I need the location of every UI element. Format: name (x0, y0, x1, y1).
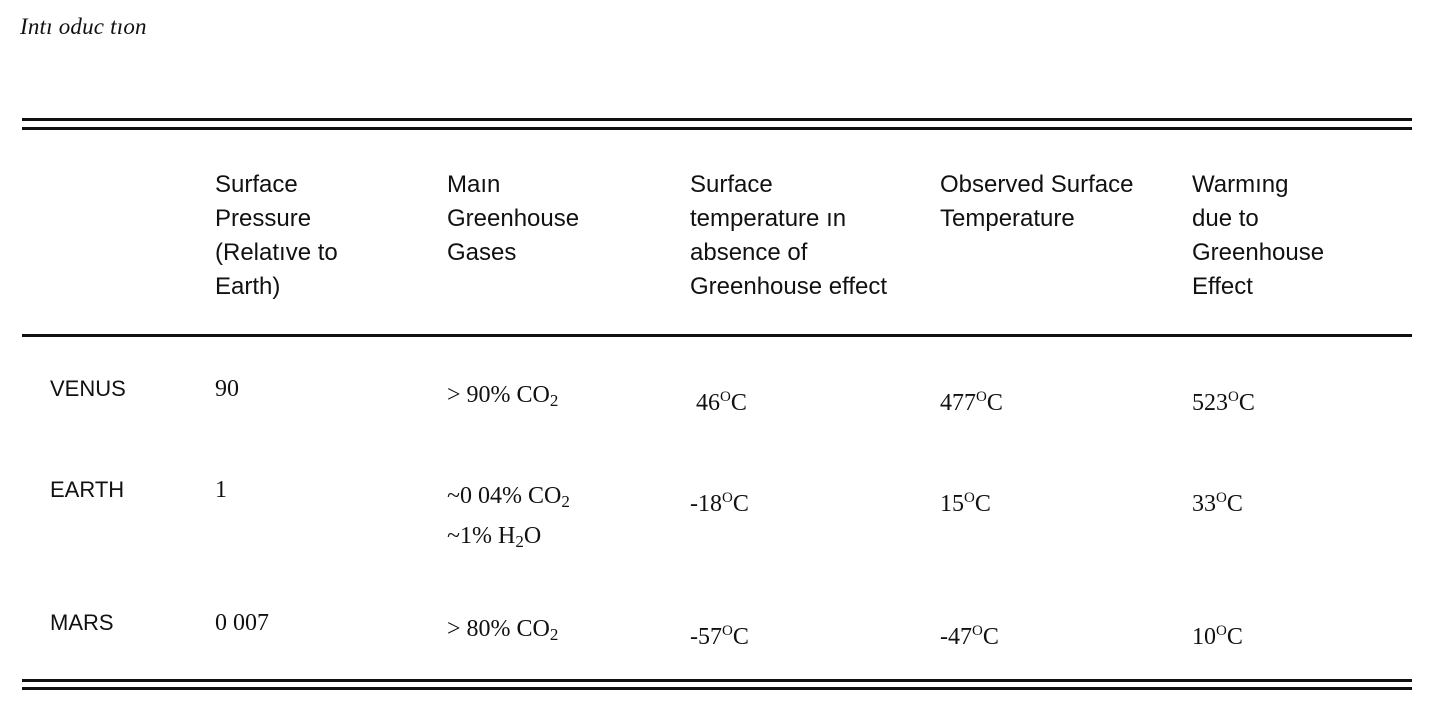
degree-mark: O (964, 490, 975, 506)
cell-pressure-earth: 1 (215, 477, 227, 503)
gas-text-suffix: O (523, 523, 542, 549)
temp-value: 15 (940, 491, 964, 517)
temp-unit: C (986, 390, 1003, 416)
temp-unit: C (730, 390, 747, 416)
temp-unit: C (732, 624, 749, 650)
degree-mark: O (1228, 389, 1239, 405)
gas-line: > 80% CO2 (447, 612, 558, 652)
gas-subscript: 2 (561, 492, 570, 511)
gas-line: > 90% CO2 (447, 378, 558, 418)
header-line: Surface (215, 171, 298, 198)
temp-unit: C (1226, 624, 1243, 650)
column-header-warming: Warmıng due to Greenhouse Effect (1192, 168, 1324, 304)
gas-text: > 90% CO (447, 382, 550, 408)
header-line: Pressure (215, 205, 312, 232)
row-label-earth: EARTH (50, 477, 125, 502)
temp-unit: C (982, 624, 999, 650)
header-line: Maın (447, 171, 501, 198)
table-bottom-rule-1 (22, 679, 1412, 682)
degree-mark: O (1216, 623, 1227, 639)
table-bottom-rule-2 (22, 687, 1412, 690)
gas-text: > 80% CO (447, 616, 550, 642)
header-line: Temperature (940, 205, 1075, 232)
cell-temp-absent-mars: -57OC (690, 614, 749, 654)
column-header-surface-pressure: Surface Pressure (Relatıve to Earth) (215, 168, 338, 304)
column-header-main-gases: Maın Greenhouse Gases (447, 168, 579, 270)
header-line: absence of (690, 239, 808, 266)
header-line: temperature ın (690, 205, 847, 232)
temp-value: 10 (1192, 624, 1216, 650)
header-line: Warmıng (1192, 171, 1289, 198)
temp-unit: C (1226, 491, 1243, 517)
temp-value: 33 (1192, 491, 1216, 517)
column-header-observed-temp: Observed Surface Temperature (940, 168, 1133, 236)
degree-mark: O (720, 389, 731, 405)
temp-value: -57 (690, 624, 722, 650)
header-line: Greenhouse (1192, 239, 1325, 266)
header-line: Earth) (215, 273, 281, 300)
section-header: Intı oduc tıon (20, 14, 147, 39)
table-top-rule-2 (22, 127, 1412, 130)
degree-mark: O (972, 623, 983, 639)
cell-temp-absent-earth: -18OC (690, 481, 749, 521)
column-header-temp-absent: Surface temperature ın absence of Greenh… (690, 168, 887, 304)
temp-value: 46 (690, 390, 720, 416)
temp-value: 523 (1192, 390, 1228, 416)
temp-value: -47 (940, 624, 972, 650)
temp-unit: C (974, 491, 991, 517)
cell-temp-absent-venus: 46OC (690, 380, 747, 420)
cell-temp-observed-mars: -47OC (940, 614, 999, 654)
gas-subscript: 2 (549, 391, 559, 410)
gas-text: ~0 04% CO (447, 483, 562, 509)
header-divider-rule (22, 334, 1412, 337)
gas-line: ~0 04% CO2 (447, 479, 570, 519)
degree-mark: O (722, 623, 733, 639)
header-line: Effect (1192, 273, 1253, 300)
header-line: Surface (690, 171, 773, 198)
temp-value: 477 (940, 390, 976, 416)
header-line: (Relatıve to (215, 239, 338, 266)
gas-subscript: 2 (549, 625, 559, 644)
row-label-venus: VENUS (50, 376, 126, 401)
header-line: Greenhouse effect (690, 273, 888, 300)
degree-mark: O (1216, 490, 1227, 506)
degree-mark: O (722, 490, 733, 506)
cell-warming-mars: 10OC (1192, 614, 1243, 654)
gas-subscript: 2 (515, 532, 524, 551)
cell-pressure-mars: 0 007 (215, 610, 269, 636)
temp-value: -18 (690, 491, 722, 517)
header-line: Greenhouse (447, 205, 580, 232)
header-line: Gases (447, 239, 517, 266)
temp-unit: C (1238, 390, 1255, 416)
cell-temp-observed-venus: 477OC (940, 380, 1003, 420)
row-label-mars: MARS (50, 610, 114, 635)
gas-text: ~1% H (447, 523, 516, 549)
header-line: Observed Surface (940, 171, 1134, 198)
cell-gases-mars: > 80% CO2 (447, 612, 558, 652)
table-top-rule-1 (22, 118, 1412, 121)
cell-pressure-venus: 90 (215, 376, 239, 402)
cell-temp-observed-earth: 15OC (940, 481, 991, 521)
cell-gases-earth: ~0 04% CO2 ~1% H2O (447, 479, 570, 559)
gas-line: ~1% H2O (447, 519, 570, 559)
degree-mark: O (976, 389, 987, 405)
cell-gases-venus: > 90% CO2 (447, 378, 558, 418)
cell-warming-venus: 523OC (1192, 380, 1255, 420)
cell-warming-earth: 33OC (1192, 481, 1243, 521)
header-line: due to (1192, 205, 1259, 232)
temp-unit: C (732, 491, 749, 517)
